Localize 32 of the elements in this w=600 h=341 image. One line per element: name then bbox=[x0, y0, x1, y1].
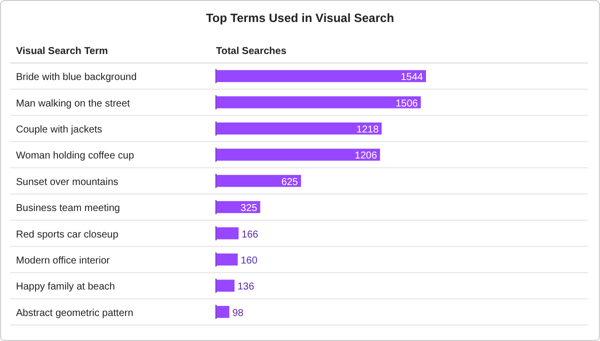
y-tick-label: Woman holding coffee cup bbox=[16, 150, 134, 162]
bar bbox=[216, 70, 426, 82]
y-tick-label: Red sports car closeup bbox=[16, 229, 119, 240]
bar bbox=[216, 122, 382, 134]
y-tick-label: Modern office interior bbox=[16, 256, 110, 266]
data-label: 1506 bbox=[396, 98, 418, 110]
y-tick-label: Sunset over mountains bbox=[16, 176, 118, 188]
bar bbox=[216, 254, 238, 266]
data-label: 160 bbox=[240, 256, 258, 266]
y-tick-label: Abstract geometric pattern bbox=[16, 308, 134, 319]
data-label: 1218 bbox=[356, 124, 380, 136]
y-tick-label: Couple with jackets bbox=[16, 124, 102, 136]
data-label: 1206 bbox=[354, 150, 378, 162]
data-label: 325 bbox=[240, 203, 258, 214]
y-tick-label: Bride with blue background bbox=[16, 72, 137, 84]
x-axis-title: Total Searches bbox=[216, 46, 287, 57]
data-label: 1544 bbox=[400, 72, 424, 84]
bar bbox=[216, 280, 234, 292]
bar bbox=[216, 148, 380, 161]
y-tick-label: Business team meeting bbox=[16, 203, 120, 214]
bar bbox=[216, 174, 302, 187]
y-tick-label: Happy family at beach bbox=[16, 282, 115, 293]
y-axis-title: Visual Search Term bbox=[16, 46, 108, 57]
y-tick-label: Man walking on the street bbox=[16, 98, 130, 110]
data-label: 136 bbox=[237, 282, 255, 293]
bar bbox=[216, 227, 239, 240]
bar bbox=[216, 306, 230, 318]
data-label: 166 bbox=[242, 229, 259, 240]
data-label: 98 bbox=[232, 308, 244, 319]
chart-title: Top Terms Used in Visual Search bbox=[206, 11, 394, 25]
bar bbox=[216, 96, 421, 108]
data-label: 625 bbox=[281, 176, 298, 188]
